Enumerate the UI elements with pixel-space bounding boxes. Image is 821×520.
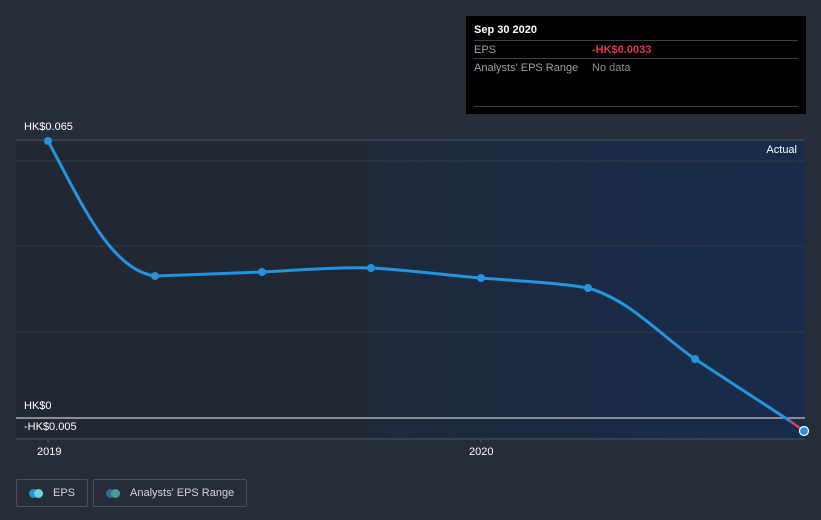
legend-analysts-range-button[interactable]: Analysts' EPS Range bbox=[93, 479, 248, 507]
y-axis-zero-label: HK$0 bbox=[24, 400, 52, 412]
x-tick-2019: 2019 bbox=[37, 446, 62, 458]
eps-points bbox=[44, 137, 699, 363]
tooltip-divider bbox=[474, 106, 798, 107]
y-axis-top-label: HK$0.065 bbox=[24, 121, 73, 133]
analysts-range-legend-icon bbox=[106, 488, 121, 498]
selected-point[interactable] bbox=[798, 425, 810, 437]
tooltip-range-label: Analysts' EPS Range bbox=[474, 61, 579, 74]
tooltip-eps-label: EPS bbox=[474, 43, 497, 56]
legend-analysts-range-label: Analysts' EPS Range bbox=[130, 487, 235, 499]
x-tick-2020: 2020 bbox=[469, 446, 494, 458]
tooltip-row-range: Analysts' EPS Range No data bbox=[474, 58, 798, 76]
actual-region-label: Actual bbox=[766, 144, 797, 156]
tooltip: Sep 30 2020 EPS -HK$0.0033 Analysts' EPS… bbox=[466, 16, 806, 114]
legend-eps-label: EPS bbox=[53, 487, 76, 499]
past-region bbox=[16, 140, 371, 438]
tooltip-eps-value: -HK$0.0033 bbox=[592, 43, 652, 56]
tooltip-date: Sep 30 2020 bbox=[474, 24, 537, 36]
tooltip-row-eps: EPS -HK$0.0033 bbox=[474, 40, 798, 58]
eps-legend-icon bbox=[29, 488, 43, 498]
tooltip-range-value: No data bbox=[592, 61, 631, 74]
legend-eps-button[interactable]: EPS bbox=[16, 479, 89, 507]
y-axis-bottom-label: -HK$0.005 bbox=[24, 421, 77, 433]
legend: EPS Analysts' EPS Range bbox=[16, 479, 248, 507]
